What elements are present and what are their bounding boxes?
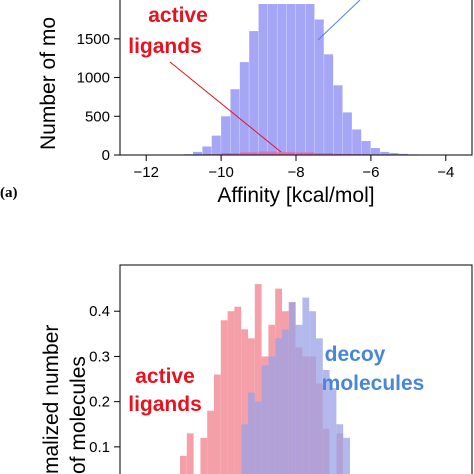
x-tick-label: −6 [362,164,379,181]
active-ligand-bar [234,306,242,474]
y-tick-label: 1000 [77,70,110,87]
decoy-bar [314,19,324,155]
decoy-bar [305,4,315,155]
panel-a-bars [183,4,427,156]
panel-b-bars [180,284,350,474]
panel-b-annotation-active: active [135,365,195,388]
decoy-bar [352,129,362,155]
decoy-bar [398,153,409,155]
panel-b-y-ticks: 0.1 0.2 0.3 0.4 [89,303,120,456]
panel-a: 0 500 1000 1500 −12 −10 −8 −6 −4 Affinity [kcal… [0,0,473,207]
decoy-bar [333,85,343,155]
decoy-bar [241,424,248,474]
y-tick-label: 500 [85,108,110,125]
decoy-bar [254,401,262,474]
active-ligand-bar [207,410,214,474]
active-ligand-bar [333,153,352,155]
y-tick-label: 0.1 [89,439,110,456]
decoy-bar [329,388,337,474]
decoy-bar [322,370,330,474]
active-ligand-bar [220,320,228,474]
decoy-bar [302,297,310,474]
x-tick-label: −10 [208,164,233,181]
active-ligand-bar [214,374,221,474]
decoy-bar [248,392,255,474]
decoy-bar [277,4,287,155]
decoy-bar [343,437,350,474]
decoy-bar [286,4,296,155]
active-ligand-bar [241,329,248,474]
decoy-bar [221,116,231,155]
decoy-bar [193,151,203,155]
panel-a-label: (a) [0,185,18,201]
active-ligand-bar [186,433,194,474]
decoys-pointer [317,0,361,41]
x-tick-label: −12 [133,164,158,181]
decoy-bar [268,356,276,474]
active-ligands-pointer [169,61,282,153]
decoy-bar [275,338,282,474]
panel-b-y-axis-label-line2: of molecules [67,356,90,474]
active-ligand-bar [227,311,235,474]
decoy-bar [258,4,268,155]
panel-a-x-axis-label: Affinity [kcal/mol] [217,184,374,207]
active-ligand-bar [254,284,262,474]
panel-b-annotation-molecules: molecules [322,372,425,395]
panel-a-y-ticks: 0 500 1000 1500 [77,31,120,164]
active-ligand-bar [200,437,208,474]
panel-a-annotation-ligands: ligands [128,35,202,58]
decoy-bar [324,54,334,156]
x-tick-label: −8 [287,164,304,181]
active-ligand-bar [239,152,259,155]
panel-b-annotation-decoy: decoy [325,343,386,366]
decoy-bar [296,4,306,155]
decoy-bar [342,112,352,155]
panel-b-y-axis-label-line1: malized number [40,325,63,474]
active-ligand-bar [258,151,277,155]
decoy-bar [336,424,344,474]
active-ligand-bar [296,152,315,155]
decoy-bar [211,135,221,155]
decoy-bar [267,4,277,155]
panel-a-x-ticks: −12 −10 −8 −6 −4 [133,155,454,181]
y-tick-label: 0 [102,147,110,164]
decoy-bar [249,31,259,156]
y-tick-label: 0.3 [89,348,110,365]
panel-b-plot-frame [119,264,473,474]
panel-b: 0.1 0.2 0.3 0.4 malized number of molecules… [40,264,473,474]
decoy-bar [202,146,212,155]
active-ligand-bar [221,153,240,155]
decoy-bar [282,329,289,474]
decoy-bar [309,311,316,474]
decoy-bar [380,151,390,155]
panel-a-y-axis-label: Number of mo [37,17,60,150]
x-tick-label: −4 [437,164,454,181]
decoy-bar [361,141,371,155]
decoy-bar [295,324,303,474]
decoy-bar [370,148,380,155]
y-tick-label: 0.4 [89,303,110,320]
panel-b-annotation-ligands: ligands [128,393,202,416]
decoy-bar [288,302,296,474]
decoy-bar [230,89,240,155]
y-tick-label: 1500 [77,31,110,48]
decoy-bar [389,153,399,155]
decoy-bar [239,62,249,156]
decoy-bar [316,338,323,474]
active-ligand-bar [277,151,296,155]
active-ligand-bar [314,153,334,155]
y-tick-label: 0.2 [89,394,110,411]
decoy-bar [261,365,269,474]
panel-a-annotation-active: active [148,4,208,27]
active-ligand-bar [180,455,187,474]
